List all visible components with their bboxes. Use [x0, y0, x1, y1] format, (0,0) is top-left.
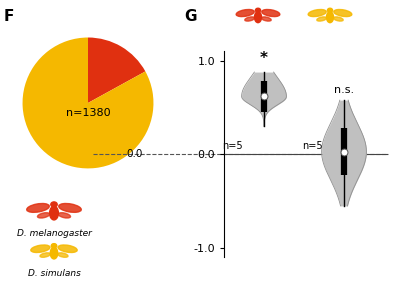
Text: *: * [260, 51, 268, 65]
Text: n=5: n=5 [302, 141, 322, 151]
Text: n=1380: n=1380 [66, 108, 110, 118]
Wedge shape [88, 37, 145, 103]
Text: 0.0: 0.0 [126, 150, 142, 159]
Text: G: G [184, 9, 196, 23]
Text: n=5: n=5 [222, 141, 242, 151]
Text: F: F [4, 9, 14, 23]
Wedge shape [22, 37, 154, 168]
Text: n.s.: n.s. [334, 86, 354, 96]
Text: D. melanogaster: D. melanogaster [16, 229, 92, 238]
Text: D. simulans: D. simulans [28, 269, 80, 278]
